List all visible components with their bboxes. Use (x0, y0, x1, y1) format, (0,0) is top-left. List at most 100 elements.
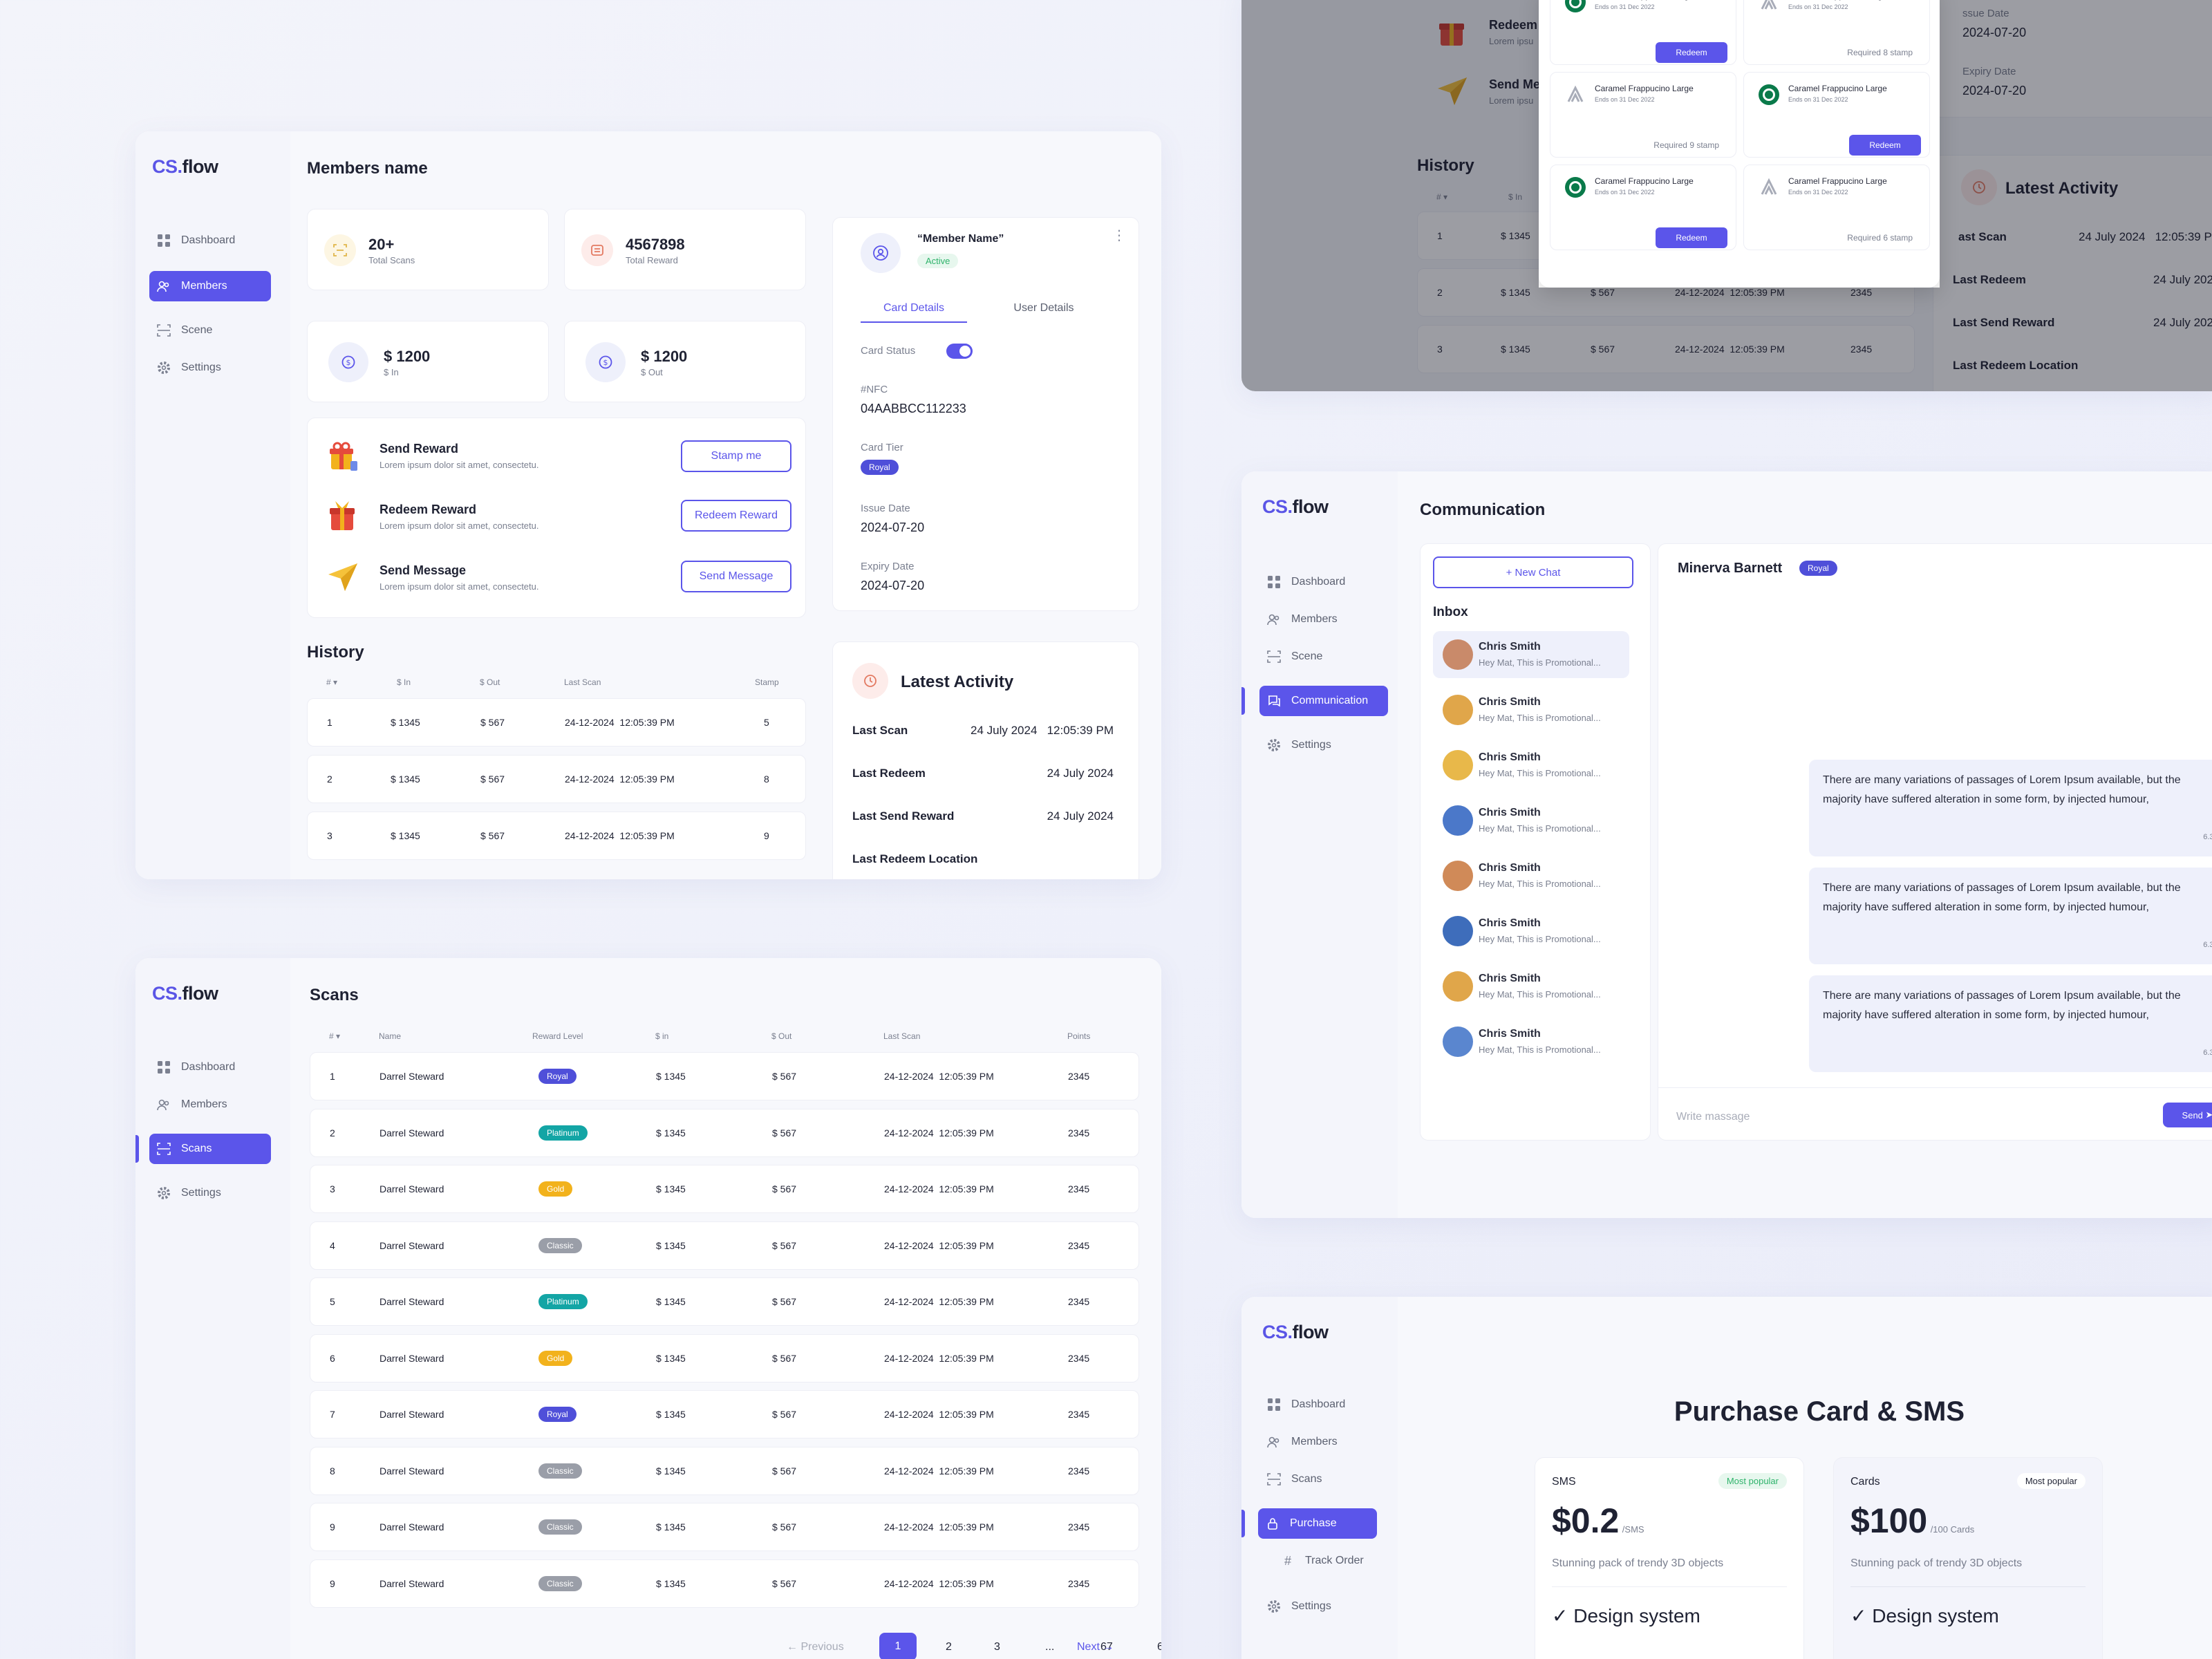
send-message-button[interactable]: Send Message (681, 561, 791, 592)
tab-user-details[interactable]: User Details (1013, 302, 1074, 314)
sidebar-item-members[interactable]: Members (149, 1089, 271, 1120)
message-bubble[interactable]: There are many variations of passages of… (1809, 868, 2212, 964)
offer-redeem-button[interactable]: Redeem (1656, 42, 1727, 63)
communication-main: Communication + New Chat Inbox Chris Smi… (1398, 471, 2212, 1218)
sidebar-item-scene[interactable]: Scene (1259, 641, 1378, 672)
activity-label: ast Scan (1958, 230, 2007, 243)
offer-requirement: Required 9 stamp (1653, 140, 1719, 150)
col-header-reward-level: Reward Level (532, 1031, 583, 1041)
cell-name: Darrel Steward (379, 1127, 444, 1138)
page-67-button[interactable]: 67 (1100, 1641, 1113, 1653)
cell-out: $ 567 (772, 1352, 797, 1364)
reward-level-badge: Royal (538, 1069, 577, 1084)
history-table: # ▾ $ In $ Out Last Scan Stamp 1 $ 1345 … (307, 677, 806, 879)
table-row[interactable]: 9 Darrel Steward Classic $ 1345 $ 567 24-12-2… (310, 1559, 1139, 1608)
sidebar-item-purchase[interactable]: Purchase (1258, 1508, 1377, 1539)
table-row[interactable]: 2 Darrel Steward Platinum $ 1345 $ 567 24-12-… (310, 1108, 1139, 1157)
cell-out: $ 567 (772, 1409, 797, 1420)
activity-label: Last Redeem (852, 767, 926, 780)
page-ellipsis: ... (1045, 1641, 1055, 1653)
reward-level-badge: Gold (538, 1181, 573, 1197)
cell-number: 7 (330, 1409, 335, 1420)
col-header-number[interactable]: # ▾ (329, 1031, 341, 1041)
cell-in: $ 1345 (656, 1521, 686, 1533)
cell-name: Darrel Steward (379, 1521, 444, 1533)
plan-card-sms[interactable]: SMS Most popular $0.2 /SMS Stunning pack… (1535, 1457, 1804, 1659)
tab-card-details[interactable]: Card Details (861, 302, 967, 323)
cell-in: $ 1345 (656, 1071, 686, 1082)
cell-last-scan: 24-12-2024 12:05:39 PM (884, 1127, 994, 1138)
sidebar-item-members[interactable]: Members (149, 271, 271, 301)
col-header-number[interactable]: # ▾ (326, 677, 338, 687)
nav-label: Settings (1291, 739, 1331, 751)
contact-item[interactable]: Chris Smith Hey Mat, This is Promotional.… (1433, 963, 1629, 1010)
table-row[interactable]: 9 Darrel Steward Classic $ 1345 $ 567 24-12-2… (310, 1503, 1139, 1551)
sidebar-item-dashboard[interactable]: Dashboard (149, 1052, 271, 1082)
redeem-reward-button[interactable]: Redeem Reward (681, 500, 791, 532)
table-row[interactable]: 3 $ 1345 $ 567 24-12-2024 12:05:39 PM 23… (1417, 325, 1915, 373)
stamp-me-button[interactable]: Stamp me (681, 440, 791, 472)
action-desc: Lorem ipsum dolor sit amet, consectetu. (379, 521, 539, 531)
members-modal-panel: Redeem Lorem ipsu Send Me Lorem ipsu His… (1241, 0, 2212, 391)
table-row[interactable]: 8 Darrel Steward Classic $ 1345 $ 567 24-12-2… (310, 1446, 1139, 1495)
sidebar-item-dashboard[interactable]: Dashboard (149, 225, 271, 256)
sidebar-item-members[interactable]: Members (1259, 604, 1378, 635)
contact-item[interactable]: Chris Smith Hey Mat, This is Promotional.… (1433, 686, 1629, 733)
table-row[interactable]: 3 $ 1345 $ 567 24-12-2024 12:05:39 PM 9 (307, 812, 806, 860)
coins-icon (581, 234, 613, 266)
table-row[interactable]: 3 Darrel Steward Gold $ 1345 $ 567 24-12-2024… (310, 1165, 1139, 1213)
sidebar-item-settings[interactable]: Settings (1259, 1591, 1378, 1622)
cell-number: 6 (330, 1352, 335, 1364)
sidebar-item-settings[interactable]: Settings (1259, 730, 1378, 760)
scans-main: Scans # ▾ Name Reward Level $ in $ Out L… (290, 958, 1161, 1659)
sidebar-item-scans[interactable]: Scans (1259, 1464, 1378, 1494)
contact-item[interactable]: Chris Smith Hey Mat, This is Promotional.… (1433, 1018, 1629, 1065)
send-button[interactable]: Send ➤ (2163, 1103, 2212, 1127)
sidebar-item-scene[interactable]: Scene (149, 315, 271, 346)
sidebar-item-scans[interactable]: Scans (149, 1134, 271, 1164)
sidebar-item-dashboard[interactable]: Dashboard (1259, 567, 1378, 597)
page-1-button[interactable]: 1 (879, 1633, 917, 1659)
table-row[interactable]: 1 $ 1345 $ 567 24-12-2024 12:05:39 PM 5 (307, 698, 806, 747)
contact-preview: Hey Mat, This is Promotional... (1479, 657, 1601, 668)
history-clock-icon (852, 663, 888, 699)
contact-item[interactable]: Chris Smith Hey Mat, This is Promotional.… (1433, 797, 1629, 844)
check-icon: ✓ (1552, 1605, 1568, 1627)
members-panel: CS.flow Dashboard Members Scene Settings… (135, 131, 1161, 879)
col-header-stamp: Stamp (755, 677, 779, 687)
table-row[interactable]: 4 Darrel Steward Classic $ 1345 $ 567 24-12-2… (310, 1221, 1139, 1270)
contact-item[interactable]: Chris Smith Hey Mat, This is Promotional.… (1433, 742, 1629, 789)
sidebar-item-track-order[interactable]: # Track Order (1273, 1546, 1378, 1576)
action-desc: Lorem ipsu (1489, 36, 1534, 46)
col-header-number[interactable]: # ▾ (1436, 192, 1448, 202)
message-bubble[interactable]: There are many variations of passages of… (1809, 975, 2212, 1072)
contact-item[interactable]: Chris Smith Hey Mat, This is Promotional.… (1433, 852, 1629, 899)
col-header-in: $ In (1508, 192, 1523, 202)
next-button[interactable]: Next → (1077, 1641, 1114, 1653)
more-icon[interactable]: ⋮ (1112, 228, 1126, 243)
table-row[interactable]: 1 Darrel Steward Royal $ 1345 $ 567 24-12-202… (310, 1052, 1139, 1100)
dollar-icon: $ (328, 342, 368, 382)
sidebar-item-dashboard[interactable]: Dashboard (1259, 1389, 1378, 1420)
offer-redeem-button[interactable]: Redeem (1656, 227, 1727, 248)
sidebar-item-settings[interactable]: Settings (149, 353, 271, 383)
plan-card-cards[interactable]: Cards Most popular $100 /100 Cards Stunn… (1833, 1457, 2103, 1659)
page-68-button[interactable]: 68 (1157, 1641, 1161, 1653)
table-row[interactable]: 2 $ 1345 $ 567 24-12-2024 12:05:39 PM 8 (307, 755, 806, 803)
sidebar-item-settings[interactable]: Settings (149, 1178, 271, 1208)
sidebar-item-communication[interactable]: Communication (1259, 686, 1388, 716)
sidebar-item-members[interactable]: Members (1259, 1427, 1378, 1457)
page-3-button[interactable]: 3 (994, 1641, 1000, 1653)
message-bubble[interactable]: There are many variations of passages of… (1809, 760, 2212, 856)
table-row[interactable]: 6 Darrel Steward Gold $ 1345 $ 567 24-12-2024… (310, 1333, 1139, 1382)
table-row[interactable]: 5 Darrel Steward Platinum $ 1345 $ 567 24-12-… (310, 1277, 1139, 1326)
previous-button[interactable]: ← Previous (787, 1641, 844, 1653)
table-row[interactable]: 7 Darrel Steward Royal $ 1345 $ 567 24-12-202… (310, 1390, 1139, 1438)
card-status-toggle[interactable] (946, 344, 973, 359)
new-chat-button[interactable]: + New Chat (1433, 556, 1633, 588)
offer-redeem-button[interactable]: Redeem (1849, 135, 1921, 156)
contact-item[interactable]: Chris Smith Hey Mat, This is Promotional.… (1433, 908, 1629, 955)
message-input[interactable]: Write massage (1676, 1111, 1750, 1123)
page-2-button[interactable]: 2 (946, 1641, 952, 1653)
contact-item[interactable]: Chris Smith Hey Mat, This is Promotional.… (1433, 631, 1629, 678)
